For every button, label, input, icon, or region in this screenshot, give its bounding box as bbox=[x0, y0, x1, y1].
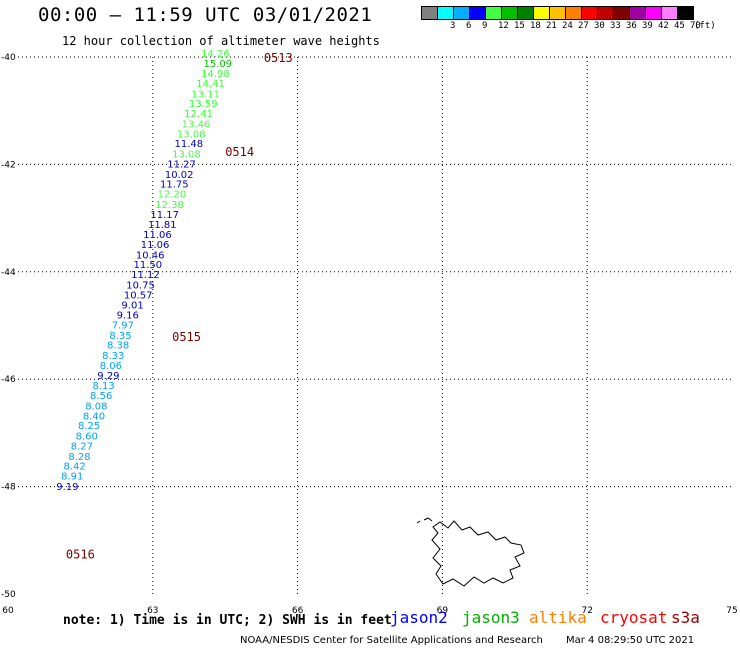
wave-height-point: 11.27 bbox=[167, 160, 196, 171]
wave-height-point: 7.97 bbox=[112, 321, 134, 332]
satellite-legend-cryosat: cryosat bbox=[600, 608, 668, 627]
wave-height-point: 13.08 bbox=[177, 130, 206, 141]
wave-height-point: 8.28 bbox=[68, 452, 90, 463]
wave-height-point: 9.29 bbox=[97, 371, 119, 382]
satellite-legend-s3a: s3a bbox=[671, 608, 700, 627]
wave-height-point: 8.40 bbox=[83, 411, 105, 422]
chart-subtitle: 12 hour collection of altimeter wave hei… bbox=[62, 34, 380, 48]
wave-height-point: 8.06 bbox=[100, 361, 122, 372]
pass-time-label: 0516 bbox=[66, 548, 95, 562]
wave-height-point: 8.56 bbox=[90, 391, 112, 402]
wave-height-point: 11.06 bbox=[141, 240, 170, 251]
wave-height-point: 8.08 bbox=[85, 401, 107, 412]
scale-label: 30 bbox=[594, 21, 605, 31]
wave-height-point: 13.11 bbox=[191, 89, 220, 100]
islet-outline bbox=[423, 517, 433, 522]
scale-label: 24 bbox=[562, 21, 573, 31]
scale-label: 39 bbox=[642, 21, 653, 31]
x-tick-label: 60 bbox=[2, 606, 14, 616]
wave-height-point: 12.38 bbox=[155, 200, 184, 211]
wave-height-point: 8.60 bbox=[76, 431, 98, 442]
scale-label: 21 bbox=[546, 21, 557, 31]
wave-height-point: 8.91 bbox=[61, 472, 83, 483]
wave-height-point: 10.75 bbox=[126, 280, 155, 291]
scale-label: 45 bbox=[674, 21, 685, 31]
wave-height-point: 8.25 bbox=[78, 421, 100, 432]
scale-label: 70 bbox=[690, 21, 701, 31]
wave-height-point: 8.42 bbox=[64, 461, 86, 472]
scale-label: 15 bbox=[514, 21, 525, 31]
y-tick-label: -42 bbox=[1, 160, 16, 170]
wave-height-point: 8.27 bbox=[71, 442, 93, 453]
scale-label: 12 bbox=[498, 21, 509, 31]
x-tick-label: 72 bbox=[581, 606, 592, 616]
wave-height-point: 9.16 bbox=[117, 311, 139, 322]
wave-height-point: 14.26 bbox=[201, 49, 230, 60]
wave-height-point: 11.12 bbox=[131, 270, 160, 281]
scale-label: 36 bbox=[626, 21, 637, 31]
chart-title: 00:00 – 11:59 UTC 03/01/2021 bbox=[38, 4, 373, 26]
wave-height-point: 8.38 bbox=[107, 341, 129, 352]
wave-height-point: 11.17 bbox=[150, 210, 179, 221]
wave-height-point: 11.06 bbox=[143, 230, 172, 241]
pass-time-label: 0514 bbox=[225, 145, 254, 159]
y-tick-label: -46 bbox=[1, 375, 16, 385]
wave-height-point: 12.20 bbox=[158, 190, 187, 201]
x-tick-label: 66 bbox=[292, 606, 304, 616]
scale-label: 9 bbox=[482, 21, 488, 31]
wave-height-point: 14.98 bbox=[201, 69, 230, 80]
wave-height-point: 9.01 bbox=[121, 300, 143, 311]
wave-height-point: 10.46 bbox=[136, 250, 165, 261]
satellite-legend-altika: altika bbox=[529, 608, 587, 627]
wave-height-point: 12.41 bbox=[184, 109, 213, 120]
scale-label: 6 bbox=[466, 21, 472, 31]
wave-height-point: 11.81 bbox=[148, 220, 177, 231]
satellite-legend-jason2: jason2 bbox=[390, 608, 448, 627]
wave-height-color-scale bbox=[421, 6, 694, 20]
wave-height-point: 13.08 bbox=[172, 149, 201, 160]
wave-height-point: 13.46 bbox=[182, 119, 211, 130]
wave-height-point: 15.09 bbox=[203, 59, 232, 70]
scale-label: 27 bbox=[578, 21, 589, 31]
wave-height-point: 14.41 bbox=[196, 79, 225, 90]
islet-outline bbox=[416, 520, 421, 524]
y-tick-label: -50 bbox=[1, 590, 16, 600]
scale-label: 33 bbox=[610, 21, 621, 31]
wave-height-point: 10.57 bbox=[124, 291, 153, 302]
wave-height-point: 10.02 bbox=[165, 170, 194, 181]
scale-label: 3 bbox=[450, 21, 456, 31]
wave-height-point: 9.19 bbox=[56, 482, 78, 493]
wave-height-point: 11.50 bbox=[133, 260, 162, 271]
note-text: note: 1) Time is in UTC; 2) SWH is in fe… bbox=[63, 613, 392, 628]
pass-time-label: 0515 bbox=[172, 330, 201, 344]
scale-label: 18 bbox=[530, 21, 541, 31]
scale-label: 42 bbox=[658, 21, 669, 31]
wave-height-point: 8.35 bbox=[109, 331, 131, 342]
island-outline bbox=[431, 520, 525, 587]
satellite-legend-jason3: jason3 bbox=[462, 608, 520, 627]
y-tick-label: -40 bbox=[1, 53, 16, 63]
wave-height-point: 8.33 bbox=[102, 351, 124, 362]
pass-time-label: 0513 bbox=[264, 51, 293, 65]
wave-height-point: 8.13 bbox=[92, 381, 114, 392]
wave-height-point: 11.75 bbox=[160, 179, 189, 190]
y-tick-label: -48 bbox=[1, 483, 16, 493]
wave-height-point: 11.48 bbox=[175, 139, 204, 150]
scale-swatch bbox=[677, 6, 694, 20]
y-tick-label: -44 bbox=[1, 268, 16, 278]
x-tick-label: 69 bbox=[437, 606, 449, 616]
wave-height-point: 13.59 bbox=[189, 99, 218, 110]
x-tick-label: 63 bbox=[147, 606, 158, 616]
footer-credit: NOAA/NESDIS Center for Satellite Applica… bbox=[240, 635, 543, 646]
footer-timestamp: Mar 4 08:29:50 UTC 2021 bbox=[566, 635, 695, 646]
x-tick-label: 75 bbox=[726, 606, 737, 616]
scale-unit: (ft) bbox=[694, 21, 716, 31]
